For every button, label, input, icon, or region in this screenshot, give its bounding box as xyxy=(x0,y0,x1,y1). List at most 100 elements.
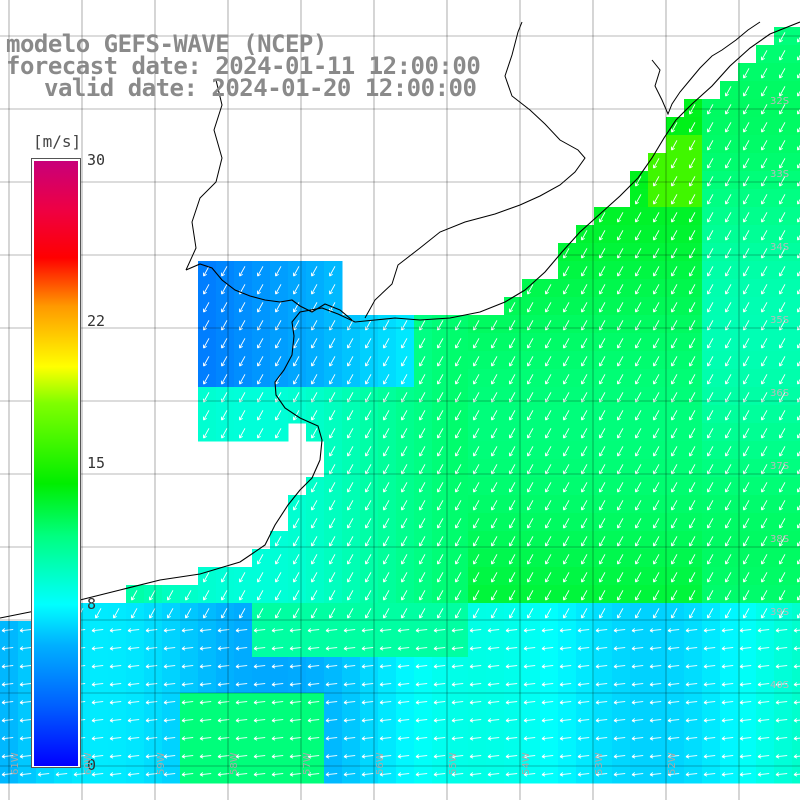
wind-arrow xyxy=(670,374,678,385)
wind-arrow xyxy=(274,428,282,439)
lon-label: 57W xyxy=(302,752,313,775)
wind-arrow xyxy=(307,682,320,687)
wind-arrow xyxy=(760,68,768,79)
wind-arrow xyxy=(472,500,480,511)
wind-arrow xyxy=(415,628,428,633)
wind-arrow xyxy=(364,608,372,619)
wind-arrow xyxy=(544,554,552,565)
wind-arrow xyxy=(688,140,696,151)
wind-arrow xyxy=(703,628,716,633)
wind-arrow xyxy=(577,772,590,777)
wind-arrow xyxy=(91,754,104,759)
wind-arrow xyxy=(256,590,264,601)
wind-arrow xyxy=(184,590,192,601)
wind-arrow xyxy=(739,646,752,651)
wind-arrow xyxy=(472,518,480,529)
wind-arrow xyxy=(760,374,768,385)
wind-arrow xyxy=(454,320,462,331)
wind-arrow xyxy=(595,682,608,687)
wind-arrow xyxy=(634,608,642,619)
wind-arrow xyxy=(652,338,660,349)
wind-arrow xyxy=(91,700,104,705)
wind-arrow xyxy=(508,338,516,349)
wind-arrow xyxy=(436,608,444,619)
wind-arrow xyxy=(598,374,606,385)
wind-arrow xyxy=(742,158,750,169)
wind-arrow xyxy=(778,194,786,205)
wind-arrow xyxy=(706,266,714,277)
wind-arrow xyxy=(1,772,14,777)
wind-arrow xyxy=(199,754,212,759)
wind-arrow xyxy=(436,410,444,421)
wind-arrow xyxy=(742,500,750,511)
wind-arrow xyxy=(580,572,588,583)
wind-arrow xyxy=(652,320,660,331)
wind-arrow xyxy=(508,572,516,583)
wind-arrow xyxy=(541,736,554,741)
wind-arrow xyxy=(760,446,768,457)
wind-arrow xyxy=(325,736,338,741)
wind-arrow xyxy=(544,284,552,295)
wind-arrow xyxy=(256,374,264,385)
wind-arrow xyxy=(199,646,212,651)
wind-arrow xyxy=(19,664,32,669)
wind-arrow xyxy=(706,590,714,601)
wind-arrow xyxy=(220,410,228,421)
wind-arrow xyxy=(292,374,300,385)
wind-arrow xyxy=(613,664,626,669)
wind-arrow xyxy=(382,410,390,421)
wind-arrow xyxy=(328,410,336,421)
wind-arrow xyxy=(343,664,356,669)
wind-arrow xyxy=(652,536,660,547)
wind-arrow xyxy=(796,576,800,583)
wind-arrow xyxy=(310,482,318,493)
wind-arrow xyxy=(706,302,714,313)
wind-arrow xyxy=(670,122,678,133)
wind-arrow xyxy=(760,302,768,313)
wind-arrow xyxy=(508,374,516,385)
wind-arrow xyxy=(253,646,266,651)
wind-arrow xyxy=(721,772,734,777)
wind-arrow xyxy=(382,374,390,385)
wind-arrow xyxy=(328,482,336,493)
wind-arrow xyxy=(541,754,554,759)
uruguay-interior xyxy=(364,21,586,319)
wind-arrow xyxy=(253,664,266,669)
wind-arrow xyxy=(508,446,516,457)
wind-arrow xyxy=(145,628,158,633)
wind-arrow xyxy=(382,356,390,367)
wind-arrow xyxy=(634,356,642,367)
wind-arrow xyxy=(670,554,678,565)
wind-arrow xyxy=(577,628,590,633)
wind-arrow xyxy=(724,428,732,439)
wind-arrow xyxy=(508,410,516,421)
wind-arrow xyxy=(649,754,662,759)
wind-arrow xyxy=(559,736,572,741)
wind-arrow xyxy=(595,754,608,759)
wind-arrow xyxy=(742,518,750,529)
wind-arrow xyxy=(1,646,14,651)
wind-arrow xyxy=(490,608,498,619)
wind-arrow xyxy=(181,628,194,633)
wind-arrow xyxy=(400,338,408,349)
wind-arrow xyxy=(721,664,734,669)
wind-arrow xyxy=(688,302,696,313)
wind-arrow xyxy=(685,754,698,759)
wind-arrow xyxy=(616,356,624,367)
wind-arrow xyxy=(706,320,714,331)
wind-arrow xyxy=(400,482,408,493)
wind-arrow xyxy=(415,700,428,705)
wind-arrow xyxy=(397,772,410,777)
wind-arrow xyxy=(382,536,390,547)
wind-arrow xyxy=(706,410,714,421)
wind-arrow xyxy=(418,482,426,493)
wind-arrow xyxy=(616,572,624,583)
wind-arrow xyxy=(544,536,552,547)
wind-arrow xyxy=(127,736,140,741)
wind-arrow xyxy=(559,682,572,687)
wind-arrow xyxy=(649,646,662,651)
wind-arrow xyxy=(379,664,392,669)
wind-arrow xyxy=(688,320,696,331)
wind-arrow xyxy=(256,266,264,277)
wind-arrow xyxy=(130,590,138,601)
